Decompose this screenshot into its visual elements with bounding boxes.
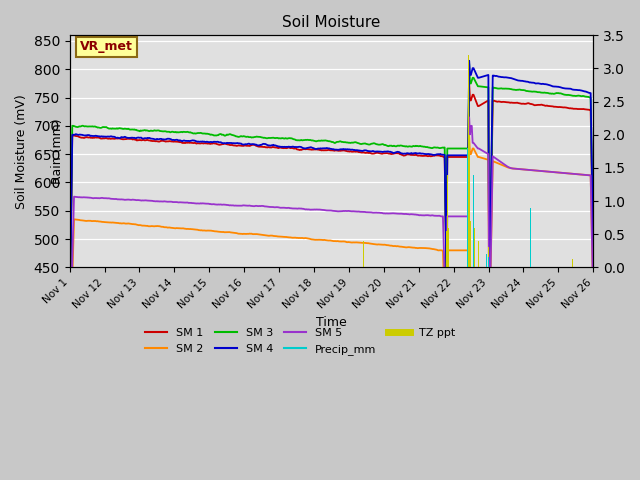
Title: Soil Moisture: Soil Moisture	[282, 15, 381, 30]
Legend: SM 1, SM 2, SM 3, SM 4, SM 5, Precip_mm, TZ ppt: SM 1, SM 2, SM 3, SM 4, SM 5, Precip_mm,…	[141, 324, 460, 359]
Y-axis label: Rain (mm): Rain (mm)	[51, 119, 64, 184]
Y-axis label: Soil Moisture (mV): Soil Moisture (mV)	[15, 94, 28, 209]
Text: VR_met: VR_met	[80, 40, 133, 53]
X-axis label: Time: Time	[316, 316, 347, 329]
